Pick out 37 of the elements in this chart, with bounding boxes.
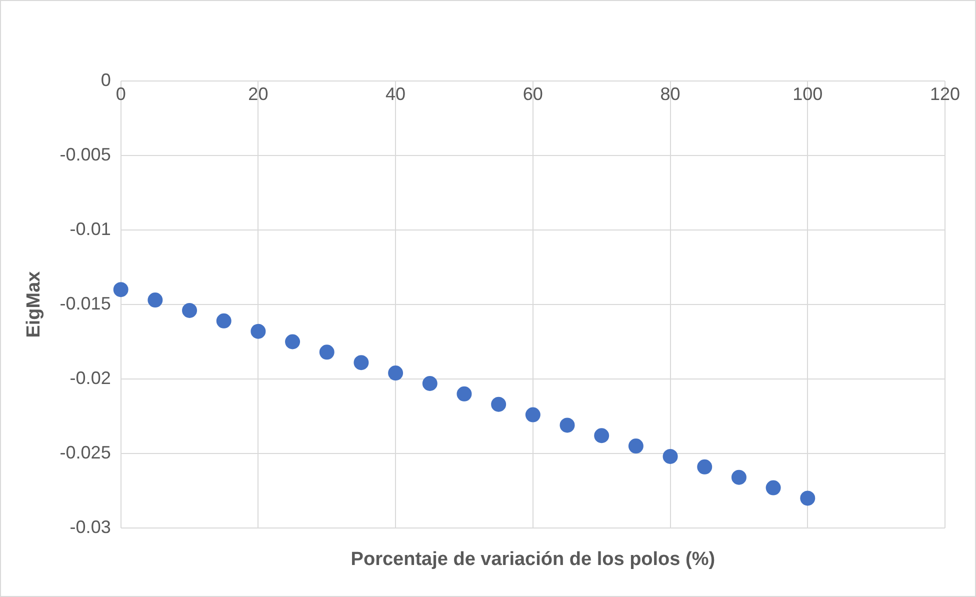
x-axis-title: Porcentaje de variación de los polos (%) [350, 549, 716, 570]
point [422, 376, 438, 391]
point [697, 459, 712, 474]
x-tick-label: 100 [792, 84, 823, 104]
point [456, 386, 472, 402]
x-tick-label: 0 [116, 84, 126, 104]
y-tick-label: 0 [100, 70, 111, 90]
point [182, 302, 198, 318]
y-tick-label: -0.005 [60, 144, 111, 164]
point [594, 428, 610, 444]
point [560, 418, 575, 433]
point [800, 490, 816, 506]
point [319, 344, 334, 360]
point [662, 448, 678, 464]
y-tick-label: -0.01 [70, 218, 111, 239]
y-axis-title: EigMax [24, 270, 45, 338]
point [216, 313, 232, 328]
x-tick-label: 80 [660, 84, 680, 104]
point [354, 355, 369, 370]
x-tick-label: 120 [930, 84, 960, 104]
x-tick-label: 60 [522, 84, 543, 104]
point [731, 470, 746, 485]
y-tick-label: -0.025 [60, 442, 111, 462]
point [250, 324, 266, 339]
point [628, 438, 644, 454]
point [388, 366, 404, 381]
point [113, 282, 128, 298]
point [491, 396, 506, 412]
y-tick-label: -0.015 [60, 293, 111, 314]
y-tick-label: -0.02 [70, 368, 111, 388]
x-tick-label: 40 [386, 84, 406, 104]
point [285, 334, 300, 350]
y-tick-label: -0.03 [70, 516, 111, 537]
point [525, 407, 540, 422]
point [766, 480, 781, 496]
x-tick-label: 20 [248, 84, 268, 104]
point [148, 292, 163, 308]
